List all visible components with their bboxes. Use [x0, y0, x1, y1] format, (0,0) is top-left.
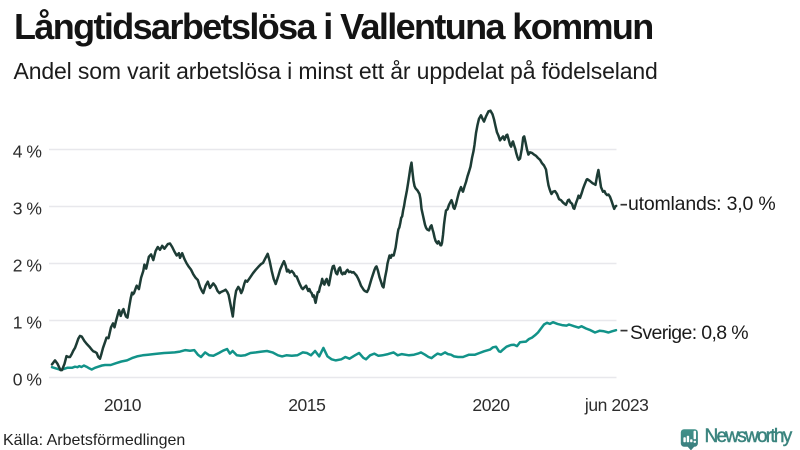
- svg-text:2015: 2015: [288, 395, 325, 415]
- svg-text:2010: 2010: [104, 395, 142, 415]
- svg-text:2020: 2020: [472, 395, 510, 415]
- svg-text:3 %: 3 %: [13, 199, 42, 219]
- svg-text:jun 2023: jun 2023: [584, 395, 649, 415]
- svg-text:0 %: 0 %: [13, 370, 42, 390]
- svg-text:utomlands: 3,0 %: utomlands: 3,0 %: [628, 193, 775, 215]
- svg-text:2 %: 2 %: [13, 256, 42, 276]
- svg-text:Sverige: 0,8 %: Sverige: 0,8 %: [630, 322, 748, 344]
- svg-text:4 %: 4 %: [13, 142, 42, 162]
- svg-text:1 %: 1 %: [13, 313, 42, 333]
